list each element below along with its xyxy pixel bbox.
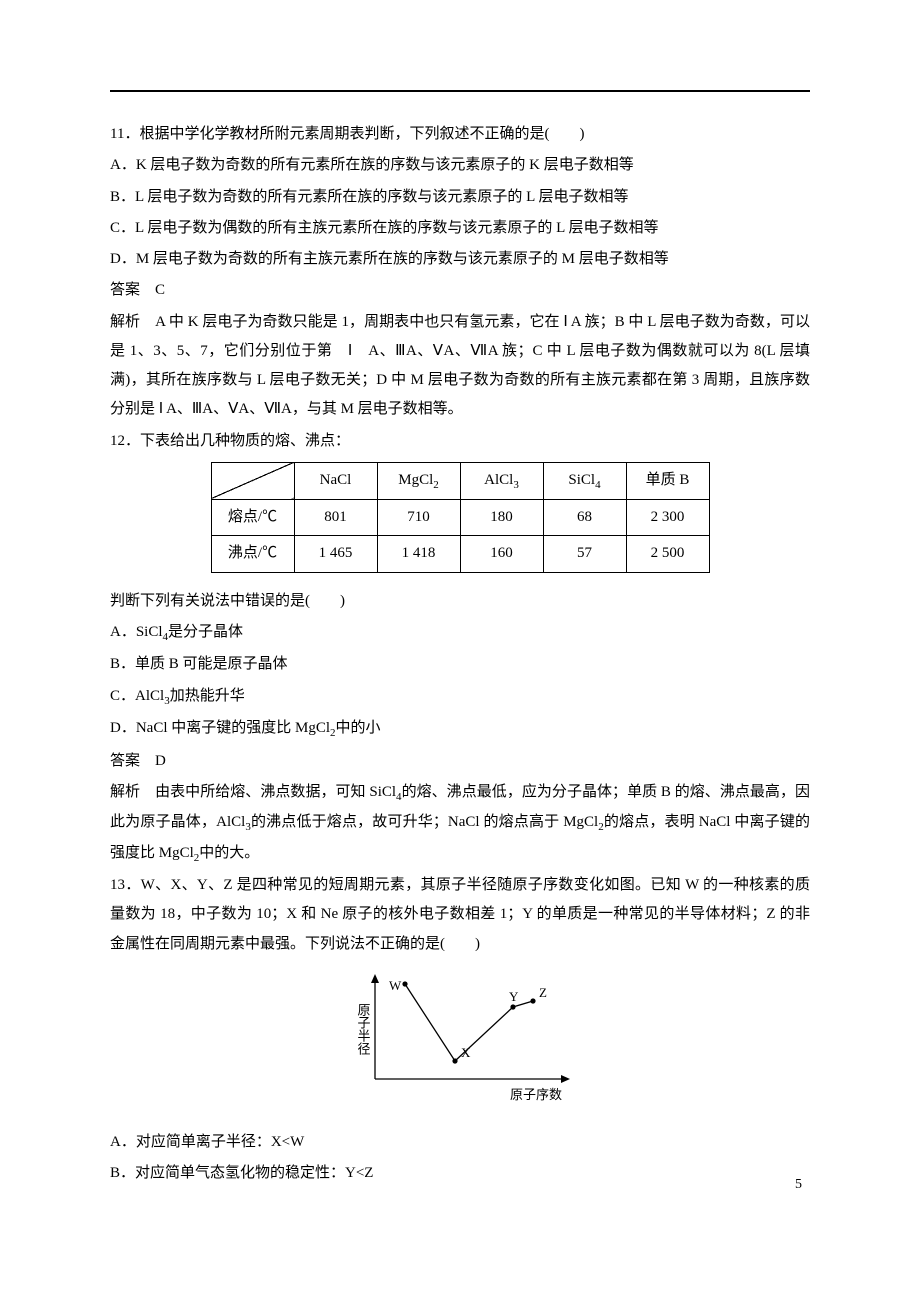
q11-stem: 11．根据中学化学教材所附元素周期表判断，下列叙述不正确的是( ) bbox=[110, 120, 810, 149]
q12-ex-post: 中的大。 bbox=[199, 845, 259, 861]
col-SiCl4-sub: 4 bbox=[595, 479, 601, 491]
col-SiCl4: SiCl4 bbox=[543, 462, 626, 499]
q12-ex-pre: 解析 由表中所给熔、沸点数据，可知 SiCl bbox=[110, 784, 396, 800]
q12-table: NaCl MgCl2 AlCl3 SiCl4 单质 B 熔点/℃ 801 710… bbox=[211, 462, 710, 573]
q12-optD-post: 中的小 bbox=[336, 720, 381, 736]
top-rule bbox=[110, 90, 810, 92]
svg-text:原子半径: 原子半径 bbox=[356, 1003, 371, 1055]
q12-optA: A．SiCl4是分子晶体 bbox=[110, 618, 810, 648]
q12-optC-pre: C．AlCl bbox=[110, 688, 164, 704]
r2c4: 57 bbox=[543, 536, 626, 572]
q12-optC-post: 加热能升华 bbox=[170, 688, 245, 704]
q13-chart: 原子半径原子序数 W X Y Z bbox=[110, 969, 810, 1120]
q12-optB: B．单质 B 可能是原子晶体 bbox=[110, 650, 810, 679]
q12-stem: 12．下表给出几种物质的熔、沸点： bbox=[110, 427, 810, 456]
q13-optB: B．对应简单气态氢化物的稳定性：Y<Z bbox=[110, 1159, 810, 1188]
table-row-boiling: 沸点/℃ 1 465 1 418 160 57 2 500 bbox=[211, 536, 709, 572]
q11-optC: C．L 层电子数为偶数的所有主族元素所在族的序数与该元素原子的 L 层电子数相等 bbox=[110, 214, 810, 243]
col-NaCl: NaCl bbox=[294, 462, 377, 499]
r1c5: 2 300 bbox=[626, 500, 709, 536]
r2c5: 2 500 bbox=[626, 536, 709, 572]
q11-optA: A．K 层电子数为奇数的所有元素所在族的序数与该元素原子的 K 层电子数相等 bbox=[110, 151, 810, 180]
r1c2: 710 bbox=[377, 500, 460, 536]
q12-optD: D．NaCl 中离子键的强度比 MgCl2中的小 bbox=[110, 714, 810, 744]
col-B: 单质 B bbox=[626, 462, 709, 499]
svg-text:W: W bbox=[389, 978, 402, 993]
r2c3: 160 bbox=[460, 536, 543, 572]
q12-optA-post: 是分子晶体 bbox=[168, 624, 243, 640]
q11-optD: D．M 层电子数为奇数的所有主族元素所在族的序数与该元素原子的 M 层电子数相等 bbox=[110, 245, 810, 274]
table-row-melting: 熔点/℃ 801 710 180 68 2 300 bbox=[211, 500, 709, 536]
svg-text:原子序数: 原子序数 bbox=[510, 1087, 562, 1102]
svg-text:Y: Y bbox=[509, 989, 519, 1004]
q12-optA-pre: A．SiCl bbox=[110, 624, 163, 640]
q12-post: 判断下列有关说法中错误的是( ) bbox=[110, 587, 810, 616]
col-AlCl3-text: AlCl bbox=[484, 472, 513, 488]
row2-label: 沸点/℃ bbox=[211, 536, 294, 572]
q12-explain: 解析 由表中所给熔、沸点数据，可知 SiCl4的熔、沸点最低，应为分子晶体；单质… bbox=[110, 778, 810, 869]
row1-label: 熔点/℃ bbox=[211, 500, 294, 536]
table-header-row: NaCl MgCl2 AlCl3 SiCl4 单质 B bbox=[211, 462, 709, 499]
col-AlCl3-sub: 3 bbox=[513, 479, 519, 491]
q11-optB: B．L 层电子数为奇数的所有元素所在族的序数与该元素原子的 L 层电子数相等 bbox=[110, 183, 810, 212]
page: 11．根据中学化学教材所附元素周期表判断，下列叙述不正确的是( ) A．K 层电… bbox=[0, 0, 920, 1231]
r1c1: 801 bbox=[294, 500, 377, 536]
svg-text:Z: Z bbox=[539, 985, 547, 1000]
q13-optA: A．对应简单离子半径：X<W bbox=[110, 1128, 810, 1157]
col-MgCl2: MgCl2 bbox=[377, 462, 460, 499]
q12-ex-m2: 的沸点低于熔点，故可升华；NaCl 的熔点高于 MgCl bbox=[251, 814, 598, 830]
r1c4: 68 bbox=[543, 500, 626, 536]
q12-optC: C．AlCl3加热能升华 bbox=[110, 682, 810, 712]
r2c1: 1 465 bbox=[294, 536, 377, 572]
q13-stem: 13．W、X、Y、Z 是四种常见的短周期元素，其原子半径随原子序数变化如图。已知… bbox=[110, 871, 810, 959]
q13-chart-svg: 原子半径原子序数 W X Y Z bbox=[335, 969, 585, 1109]
col-AlCl3: AlCl3 bbox=[460, 462, 543, 499]
svg-text:X: X bbox=[461, 1045, 471, 1060]
q11-explain: 解析 A 中 K 层电子为奇数只能是 1，周期表中也只有氢元素，它在 Ⅰ A 族… bbox=[110, 308, 810, 425]
r2c2: 1 418 bbox=[377, 536, 460, 572]
r1c3: 180 bbox=[460, 500, 543, 536]
q11-answer: 答案 C bbox=[110, 276, 810, 305]
q12-answer: 答案 D bbox=[110, 747, 810, 776]
page-number: 5 bbox=[795, 1171, 802, 1198]
q12-optD-pre: D．NaCl 中离子键的强度比 MgCl bbox=[110, 720, 330, 736]
table-diag-cell bbox=[211, 462, 294, 499]
col-MgCl2-sub: 2 bbox=[433, 479, 439, 491]
col-MgCl2-text: MgCl bbox=[398, 472, 433, 488]
col-SiCl4-text: SiCl bbox=[568, 472, 595, 488]
